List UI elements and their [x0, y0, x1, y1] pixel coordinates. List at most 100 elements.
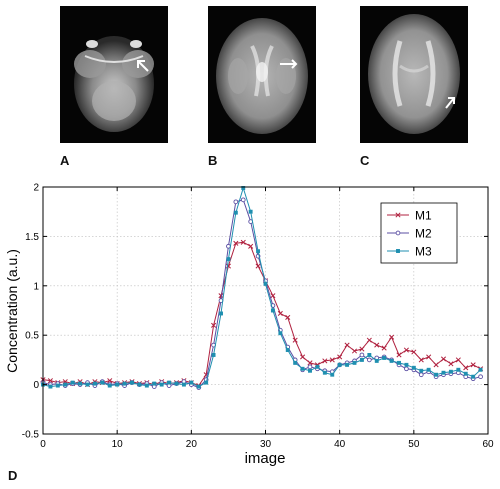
legend-label: M1: [415, 209, 432, 223]
data-point-m1: [426, 354, 432, 360]
data-point-m3: [293, 360, 298, 365]
data-point-m2: [233, 199, 239, 205]
data-point-m1: [233, 240, 239, 246]
data-point-m2: [418, 372, 424, 378]
data-point-m3: [367, 353, 372, 357]
data-point-m1: [351, 348, 358, 354]
data-point-m2: [240, 197, 246, 203]
data-point-m1: [248, 243, 254, 249]
data-point-m3: [322, 370, 327, 375]
data-point-m3: [434, 372, 439, 377]
data-point-m1: [211, 322, 217, 328]
y-tick-label: 1: [33, 281, 39, 292]
data-point-m1: [329, 357, 335, 363]
concentration-chart: 0 10 20 30 40 50 60 -0.5 0 0.5 1 1.5 2 image Concent…: [0, 175, 500, 484]
data-point-m3: [382, 355, 387, 360]
data-point-m3: [270, 308, 275, 313]
data-point-m1: [448, 361, 454, 367]
data-point-m3: [419, 368, 424, 373]
data-point-m3: [48, 384, 53, 389]
x-tick-label: 60: [482, 439, 494, 450]
data-point-m3: [352, 360, 357, 365]
data-point-m3: [404, 362, 409, 367]
data-point-m3: [345, 362, 350, 367]
data-point-m3: [278, 331, 283, 336]
data-point-m1: [389, 334, 395, 340]
data-point-m3: [107, 383, 112, 388]
data-point-m3: [167, 380, 172, 385]
y-axis-label: Concentration (a.u.): [4, 249, 20, 373]
y-tick-label: 1.5: [25, 232, 39, 243]
data-point-m1: [47, 378, 53, 384]
data-point-m3: [174, 381, 179, 386]
data-point-m3: [137, 382, 142, 387]
legend-label: M2: [415, 227, 432, 241]
data-point-m2: [359, 352, 365, 358]
data-point-m1: [396, 352, 402, 358]
data-point-m3: [337, 362, 342, 367]
data-point-m1: [403, 347, 409, 353]
y-tick-label: 0.5: [25, 331, 39, 342]
data-point-m3: [248, 209, 253, 214]
data-point-m2: [307, 364, 313, 370]
data-point-m3: [115, 382, 120, 387]
data-point-m3: [411, 365, 416, 370]
data-point-m3: [152, 381, 157, 386]
data-point-m3: [256, 249, 261, 254]
y-tick-label: 0: [33, 380, 39, 391]
y-tick-label: -0.5: [22, 430, 40, 441]
data-point-m3: [122, 381, 127, 386]
data-point-m1: [270, 293, 276, 299]
data-point-m1: [374, 342, 380, 348]
data-point-m2: [404, 366, 409, 372]
x-tick-label: 40: [334, 439, 346, 450]
panel-label-d: D: [8, 468, 18, 483]
data-point-m3: [92, 381, 97, 386]
data-point-m3: [219, 311, 223, 316]
data-point-m3: [85, 382, 90, 387]
legend-item-m3: M3: [387, 245, 432, 259]
data-point-m3: [211, 353, 216, 357]
data-point-m3: [55, 383, 60, 388]
data-point-m3: [471, 374, 476, 379]
data-point-m1: [433, 362, 439, 368]
data-point-m3: [263, 281, 268, 286]
data-point-m1: [418, 357, 424, 363]
data-point-m1: [337, 354, 343, 360]
legend-marker: [396, 249, 400, 253]
legend-item-m2: M2: [387, 227, 432, 241]
data-point-m3: [241, 186, 246, 190]
data-point-m3: [204, 380, 209, 385]
data-point-m1: [440, 356, 447, 362]
data-point-m3: [70, 380, 75, 385]
x-tick-label: 20: [186, 439, 198, 450]
data-point-m1: [107, 378, 113, 384]
x-tick-label: 0: [40, 439, 46, 450]
data-point-m3: [389, 358, 394, 363]
data-point-m3: [144, 383, 149, 388]
chart-legend: M1 M2 M3: [380, 202, 458, 264]
data-point-m3: [308, 368, 312, 373]
series-line-m1: [42, 241, 481, 387]
data-point-m2: [478, 374, 483, 380]
x-axis-label: image: [245, 450, 286, 467]
data-point-m1: [463, 365, 469, 371]
data-point-m1: [285, 314, 291, 320]
data-point-m1: [455, 357, 461, 363]
data-point-m1: [344, 342, 350, 348]
data-point-m3: [478, 367, 483, 372]
data-point-m3: [374, 358, 379, 363]
chart-series: [40, 186, 484, 390]
chart-svg: 0 10 20 30 40 50 60-0.500.511.52 image Concent…: [4, 183, 494, 468]
legend-item-m1: M1: [387, 209, 432, 223]
data-point-m1: [240, 239, 246, 245]
data-point-m3: [285, 348, 290, 352]
data-point-m3: [397, 360, 401, 365]
data-point-m3: [159, 382, 164, 387]
data-point-m1: [300, 354, 306, 360]
panel-label-c: C: [360, 153, 370, 168]
y-tick-label: 2: [33, 183, 39, 194]
data-point-m1: [277, 310, 283, 317]
legend-marker: [395, 230, 401, 236]
legend-marker: [395, 212, 401, 218]
